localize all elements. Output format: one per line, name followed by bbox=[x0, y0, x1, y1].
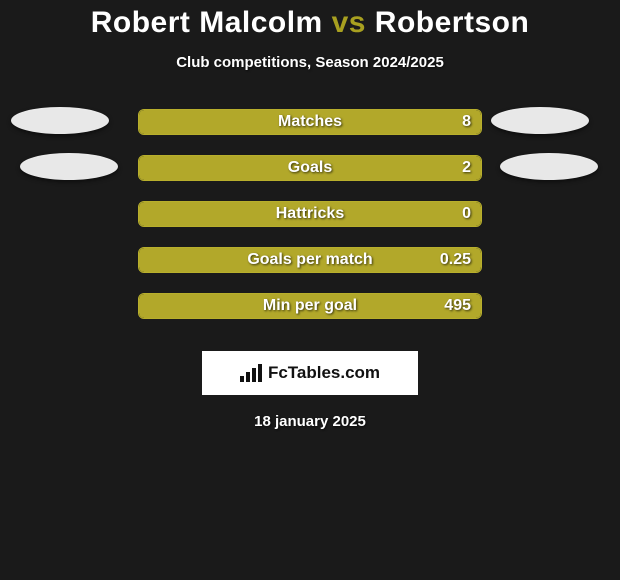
stat-row: Goals per match0.25 bbox=[0, 247, 620, 293]
stat-label: Matches bbox=[139, 110, 481, 134]
decorative-ellipse bbox=[20, 153, 118, 180]
stats-area: Matches8Goals2Hattricks0Goals per match0… bbox=[0, 109, 620, 339]
stat-value: 2 bbox=[462, 156, 471, 180]
chart-icon bbox=[240, 364, 262, 382]
stat-label: Min per goal bbox=[139, 294, 481, 318]
stat-bar: Min per goal495 bbox=[138, 293, 482, 319]
stat-value: 8 bbox=[462, 110, 471, 134]
decorative-ellipse bbox=[500, 153, 598, 180]
decorative-ellipse bbox=[491, 107, 589, 134]
source-logo: FcTables.com bbox=[202, 351, 418, 395]
player2-name: Robertson bbox=[375, 6, 530, 39]
stat-bar: Matches8 bbox=[138, 109, 482, 135]
logo-text: FcTables.com bbox=[268, 363, 380, 383]
stat-label: Goals per match bbox=[139, 248, 481, 272]
player1-name: Robert Malcolm bbox=[91, 6, 323, 39]
stat-row: Matches8 bbox=[0, 109, 620, 155]
stat-value: 495 bbox=[444, 294, 471, 318]
comparison-title: Robert Malcolm vs Robertson bbox=[0, 0, 620, 40]
stat-value: 0.25 bbox=[440, 248, 471, 272]
date-line: 18 january 2025 bbox=[0, 413, 620, 430]
stat-row: Min per goal495 bbox=[0, 293, 620, 339]
stat-bar: Goals2 bbox=[138, 155, 482, 181]
stat-bar: Goals per match0.25 bbox=[138, 247, 482, 273]
stat-label: Goals bbox=[139, 156, 481, 180]
vs-label: vs bbox=[332, 6, 366, 39]
stat-row: Goals2 bbox=[0, 155, 620, 201]
stat-value: 0 bbox=[462, 202, 471, 226]
stat-row: Hattricks0 bbox=[0, 201, 620, 247]
subtitle: Club competitions, Season 2024/2025 bbox=[0, 54, 620, 71]
stat-label: Hattricks bbox=[139, 202, 481, 226]
stat-bar: Hattricks0 bbox=[138, 201, 482, 227]
decorative-ellipse bbox=[11, 107, 109, 134]
